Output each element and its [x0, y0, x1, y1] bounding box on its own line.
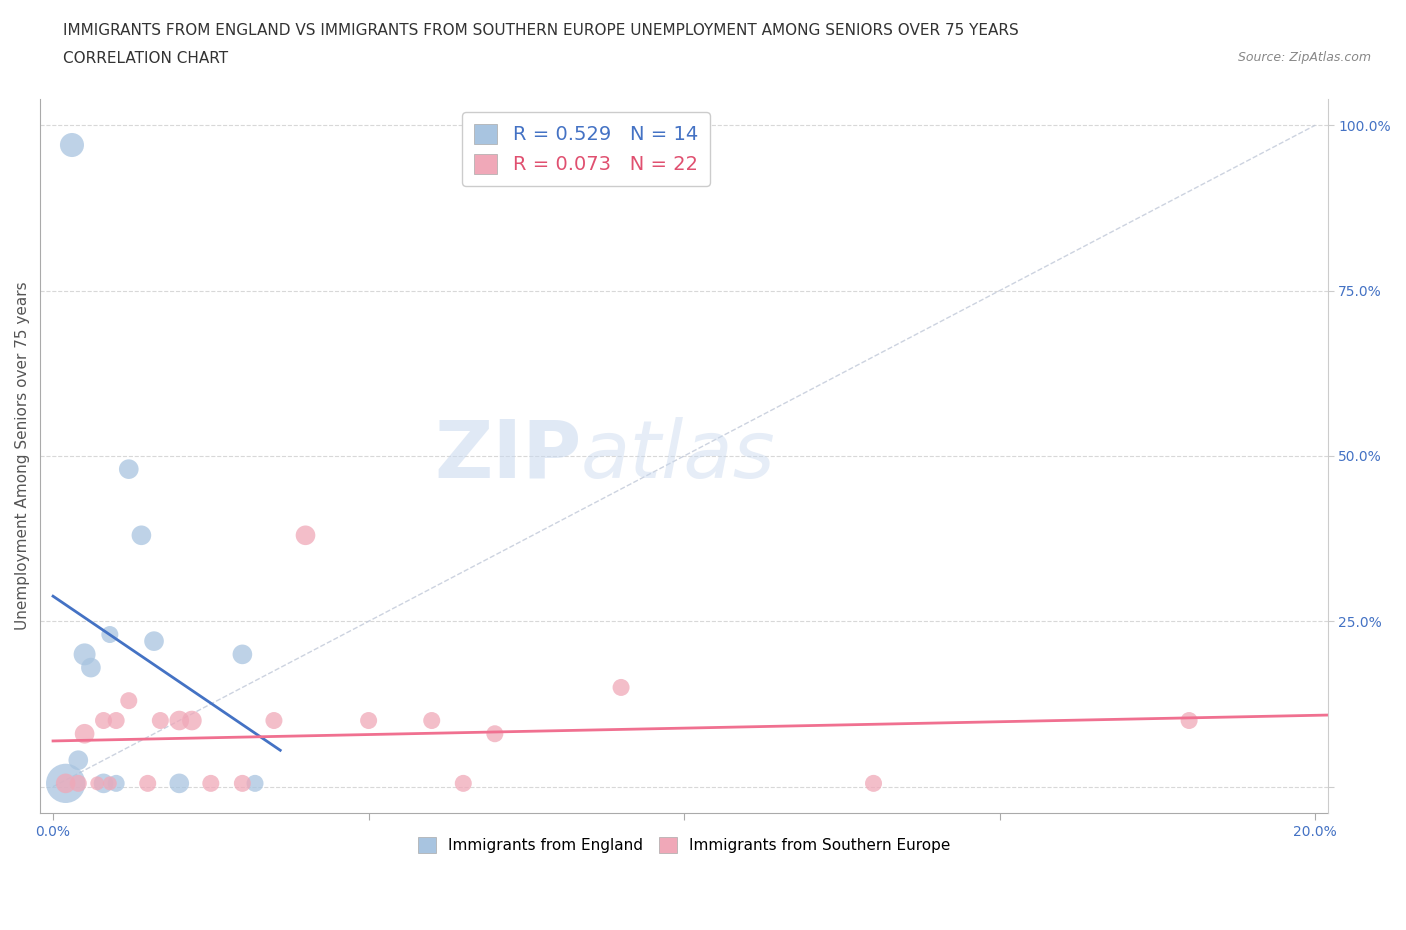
Point	[169, 776, 191, 790]
Point	[80, 660, 103, 675]
Point	[131, 528, 153, 543]
Text: Source: ZipAtlas.com: Source: ZipAtlas.com	[1237, 51, 1371, 64]
Point	[200, 776, 222, 790]
Point	[610, 680, 633, 695]
Point	[453, 776, 475, 790]
Point	[118, 693, 141, 708]
Point	[484, 726, 506, 741]
Text: atlas: atlas	[581, 417, 776, 495]
Point	[1178, 713, 1201, 728]
Point	[180, 713, 202, 728]
Point	[93, 713, 115, 728]
Point	[98, 776, 121, 790]
Text: IMMIGRANTS FROM ENGLAND VS IMMIGRANTS FROM SOUTHERN EUROPE UNEMPLOYMENT AMONG SE: IMMIGRANTS FROM ENGLAND VS IMMIGRANTS FR…	[63, 23, 1019, 38]
Point	[105, 776, 128, 790]
Point	[243, 776, 266, 790]
Point	[169, 713, 191, 728]
Point	[294, 528, 316, 543]
Point	[86, 776, 108, 790]
Point	[149, 713, 172, 728]
Point	[105, 713, 128, 728]
Legend: Immigrants from England, Immigrants from Southern Europe: Immigrants from England, Immigrants from…	[412, 830, 956, 859]
Point	[55, 776, 77, 790]
Point	[143, 633, 166, 648]
Point	[55, 776, 77, 790]
Point	[67, 776, 90, 790]
Point	[98, 627, 121, 642]
Point	[263, 713, 285, 728]
Point	[231, 776, 253, 790]
Point	[73, 647, 96, 662]
Text: CORRELATION CHART: CORRELATION CHART	[63, 51, 228, 66]
Point	[60, 138, 83, 153]
Point	[118, 461, 141, 476]
Point	[136, 776, 159, 790]
Point	[73, 726, 96, 741]
Point	[862, 776, 884, 790]
Point	[420, 713, 443, 728]
Point	[67, 752, 90, 767]
Y-axis label: Unemployment Among Seniors over 75 years: Unemployment Among Seniors over 75 years	[15, 282, 30, 631]
Text: ZIP: ZIP	[434, 417, 581, 495]
Point	[231, 647, 253, 662]
Point	[357, 713, 380, 728]
Point	[93, 776, 115, 790]
